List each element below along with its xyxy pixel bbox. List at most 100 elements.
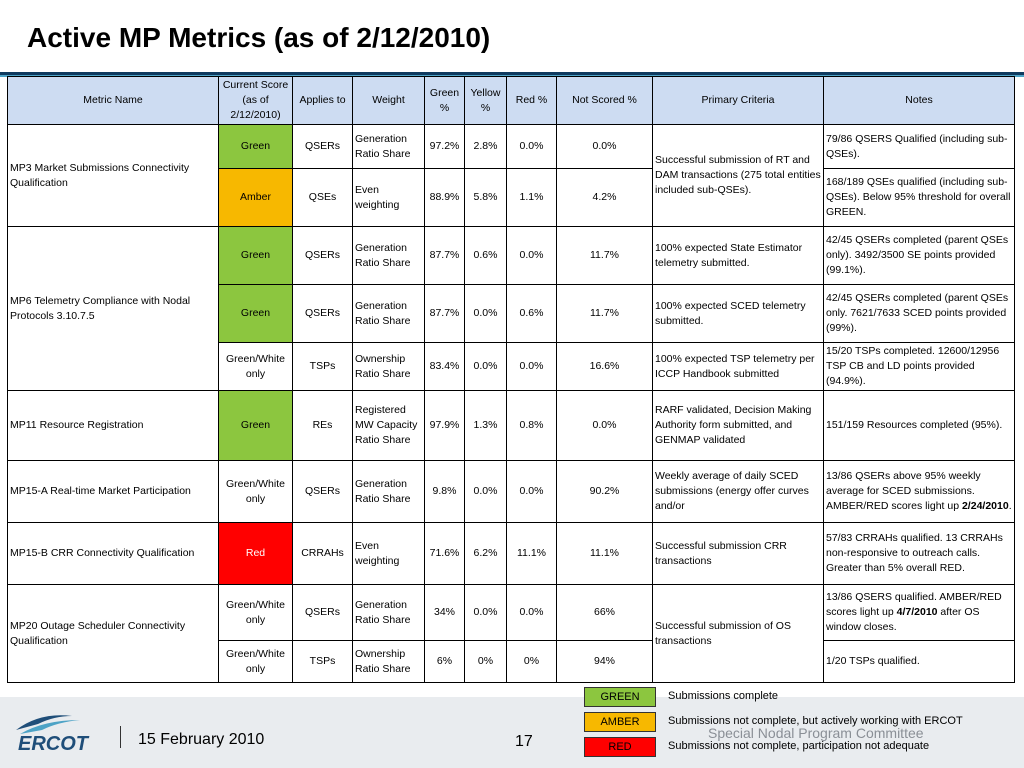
not-scored-pct-cell: 4.2% [556,168,653,227]
red-pct-cell: 0% [506,640,557,683]
weight-cell: Even weighting [352,168,425,227]
applies-to-cell: QSERs [292,124,353,169]
notes-date: 2/24/2010 [961,500,1009,512]
score-cell: Green [218,124,293,169]
red-pct-cell: 0.8% [506,390,557,461]
legend-item-amber: AMBER Submissions not complete, but acti… [584,712,1014,732]
legend-swatch-green: GREEN [584,687,656,707]
yellow-pct-cell: 5.8% [464,168,507,227]
weight-cell: Generation Ratio Share [352,460,425,523]
green-pct-cell: 6% [424,640,465,683]
green-pct-cell: 97.2% [424,124,465,169]
weight-cell: Ownership Ratio Share [352,640,425,683]
notes-cell: 168/189 QSEs qualified (including sub-QS… [823,168,1015,227]
criteria-cell: RARF validated, Decision Making Authorit… [652,390,824,461]
not-scored-pct-cell: 90.2% [556,460,653,523]
not-scored-pct-cell: 11.7% [556,226,653,285]
footer-date: 15 February 2010 [138,731,265,748]
weight-cell: Generation Ratio Share [352,124,425,169]
legend-text: Submissions not complete, participation … [668,740,930,752]
applies-to-cell: QSEs [292,168,353,227]
legend-text: Submissions not complete, but actively w… [668,715,963,727]
score-cell: Green/White only [218,342,293,391]
table-row: MP15-B CRR Connectivity Qualification Re… [7,522,1015,585]
legend-swatch-amber: AMBER [584,712,656,732]
table-row: MP11 Resource Registration Green REs Reg… [7,390,1015,461]
yellow-pct-cell: 2.8% [464,124,507,169]
metric-name-cell: MP15-A Real-time Market Participation [7,460,219,523]
table-row: MP20 Outage Scheduler Connectivity Quali… [7,584,1015,683]
table-row: Green QSERs Generation Ratio Share 87.7%… [8,284,1015,343]
header-applies-to: Applies to [292,76,353,125]
table-row: MP6 Telemetry Compliance with Nodal Prot… [7,226,1015,391]
yellow-pct-cell: 0.0% [464,460,507,523]
criteria-cell: Successful submission of OS transactions [652,584,824,683]
red-pct-cell: 0.0% [506,124,557,169]
header-notes: Notes [823,76,1015,125]
not-scored-pct-cell: 11.7% [556,284,653,343]
applies-to-cell: QSERs [292,460,353,523]
header-green-pct: Green % [424,76,465,125]
svg-text:ERCOT: ERCOT [18,733,90,754]
weight-cell: Ownership Ratio Share [352,342,425,391]
metric-name-cell: MP6 Telemetry Compliance with Nodal Prot… [7,226,219,391]
metric-name-cell: MP11 Resource Registration [7,390,219,461]
notes-date: 4/7/2010 [896,606,938,618]
yellow-pct-cell: 1.3% [464,390,507,461]
green-pct-cell: 87.7% [424,226,465,285]
green-pct-cell: 34% [424,584,465,641]
weight-cell: Generation Ratio Share [352,226,425,285]
applies-to-cell: QSERs [292,284,353,343]
applies-to-cell: TSPs [292,342,353,391]
page-number: 17 [515,733,533,750]
table-header-row: Metric Name Current Score (as of 2/12/20… [7,76,1015,125]
green-pct-cell: 71.6% [424,522,465,585]
weight-cell: Registered MW Capacity Ratio Share [352,390,425,461]
legend-swatch-red: RED [584,737,656,757]
notes-text: after OS window closes. [826,606,980,633]
yellow-pct-cell: 0.0% [464,342,507,391]
score-cell: Green/White only [218,460,293,523]
table-row: Amber QSEs Even weighting 88.9% 5.8% 1.1… [8,168,1015,227]
notes-cell: 1/20 TSPs qualified. [823,640,1015,683]
red-pct-cell: 11.1% [506,522,557,585]
header-weight: Weight [352,76,425,125]
applies-to-cell: CRRAHs [292,522,353,585]
committee-name: Special Nodal Program Committee [708,725,924,741]
legend-item-green: GREEN Submissions complete [584,687,1014,707]
score-cell: Amber [218,168,293,227]
header-not-scored-pct: Not Scored % [556,76,653,125]
notes-cell: 42/45 QSERs completed (parent QSEs only)… [823,226,1015,285]
yellow-pct-cell: 0.6% [464,226,507,285]
title-divider [0,72,1024,75]
weight-cell: Generation Ratio Share [352,584,425,641]
applies-to-cell: REs [292,390,353,461]
notes-text: 13/86 QSERs above 95% weekly average for… [826,470,981,512]
score-cell: Green [218,226,293,285]
legend-item-red: RED Submissions not complete, participat… [584,737,1014,757]
header-metric-name: Metric Name [7,76,219,125]
page-title: Active MP Metrics (as of 2/12/2010) [27,22,491,53]
notes-cell: 79/86 QSERS Qualified (including sub-QSE… [823,124,1015,169]
notes-cell: 151/159 Resources completed (95%). [823,390,1015,461]
not-scored-pct-cell: 0.0% [556,390,653,461]
applies-to-cell: QSERs [292,584,353,641]
metrics-table: Metric Name Current Score (as of 2/12/20… [7,76,1015,683]
score-cell: Green/White only [218,640,293,683]
notes-cell: 15/20 TSPs completed. 12600/12956 TSP CB… [823,342,1015,391]
red-pct-cell: 0.0% [506,584,557,641]
table-row: MP15-A Real-time Market Participation Gr… [7,460,1015,523]
header-yellow-pct: Yellow % [464,76,507,125]
not-scored-pct-cell: 0.0% [556,124,653,169]
weight-cell: Even weighting [352,522,425,585]
notes-cell: 13/86 QSERS qualified. AMBER/RED scores … [823,584,1015,641]
criteria-cell: 100% expected TSP telemetry per ICCP Han… [652,342,824,391]
header-red-pct: Red % [506,76,557,125]
notes-cell: 13/86 QSERs above 95% weekly average for… [823,460,1015,523]
yellow-pct-cell: 0.0% [464,284,507,343]
header-primary-criteria: Primary Criteria [652,76,824,125]
metric-name-cell: MP20 Outage Scheduler Connectivity Quali… [7,584,219,683]
green-pct-cell: 88.9% [424,168,465,227]
table-row: MP3 Market Submissions Connectivity Qual… [7,124,1015,227]
score-cell: Green [218,284,293,343]
